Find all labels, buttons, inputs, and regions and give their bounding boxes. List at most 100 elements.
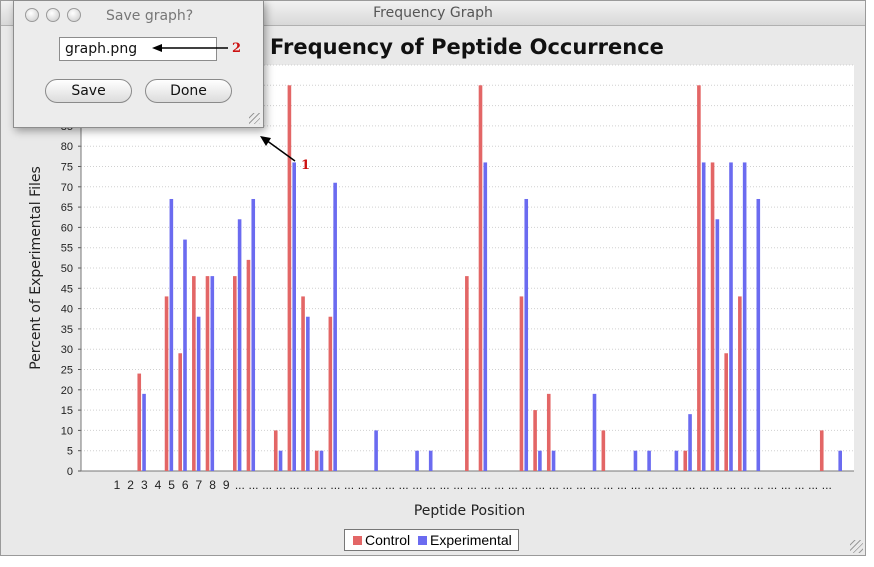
x-tick-label: ... — [672, 478, 682, 492]
annotation-label-1: 1 — [301, 158, 311, 173]
bar-control — [724, 353, 728, 471]
bar-experimental — [292, 162, 296, 471]
bar-experimental — [715, 219, 720, 471]
y-tick-label: 45 — [61, 283, 73, 295]
x-tick-label: ... — [562, 478, 572, 492]
y-tick-label: 25 — [61, 365, 73, 377]
y-tick-label: 50 — [61, 263, 73, 275]
x-axis-label: Peptide Position — [414, 503, 525, 519]
x-tick-label: ... — [576, 478, 586, 492]
bar-control — [697, 85, 701, 472]
bar-experimental — [415, 450, 419, 471]
x-tick-label: ... — [549, 478, 559, 492]
bar-control — [137, 373, 142, 471]
close-window-icon[interactable] — [25, 8, 39, 22]
x-tick-label: ... — [344, 478, 354, 492]
window-title: Frequency Graph — [373, 5, 493, 21]
x-tick-label: ... — [481, 478, 491, 492]
bar-experimental — [278, 450, 283, 471]
x-tick-label: ... — [822, 478, 832, 492]
annotation-arrow-1 — [260, 136, 296, 162]
bar-control — [246, 259, 251, 471]
x-tick-label: ... — [781, 478, 791, 492]
bar-control — [164, 296, 169, 471]
bar-control — [533, 410, 537, 471]
x-tick-label: ... — [453, 478, 463, 492]
dialog-title-bar[interactable]: Save graph? — [14, 1, 263, 31]
x-tick-label: ... — [317, 478, 327, 492]
bar-control — [192, 276, 196, 471]
x-tick-label: ... — [371, 478, 381, 492]
frequency-chart: 0510152025303540455055606570758085123456… — [28, 64, 854, 519]
y-tick-label: 0 — [67, 466, 73, 478]
minimize-window-icon[interactable] — [46, 8, 60, 22]
y-tick-label: 65 — [61, 202, 73, 214]
bar-experimental — [483, 162, 488, 471]
bar-control — [314, 450, 319, 471]
y-axis-label: Percent of Experimental Files — [28, 166, 44, 370]
legend-experimental-swatch — [418, 536, 428, 545]
bar-experimental — [142, 393, 146, 471]
done-button[interactable]: Done — [145, 79, 232, 103]
x-tick-label: ... — [644, 478, 654, 492]
bar-experimental — [592, 393, 597, 471]
x-tick-label: ... — [754, 478, 764, 492]
legend-control-swatch — [353, 536, 362, 545]
x-tick-label: ... — [494, 478, 504, 492]
x-tick-label: 8 — [209, 478, 216, 492]
y-tick-label: 15 — [61, 405, 73, 417]
save-graph-dialog: Save graph? Save Done — [13, 0, 264, 128]
bar-experimental — [524, 198, 529, 472]
x-tick-label: ... — [726, 478, 736, 492]
bar-control — [683, 450, 688, 471]
x-tick-label: ... — [658, 478, 668, 492]
x-tick-label: ... — [289, 478, 299, 492]
bar-experimental — [538, 450, 542, 471]
x-tick-label: 6 — [182, 478, 189, 492]
bar-control — [546, 393, 551, 471]
bar-experimental — [633, 450, 638, 471]
x-tick-label: 7 — [196, 478, 203, 492]
x-tick-label: ... — [521, 478, 531, 492]
bar-control — [710, 162, 715, 471]
bar-experimental — [306, 316, 310, 471]
save-button[interactable]: Save — [45, 79, 132, 103]
x-tick-label: ... — [713, 478, 723, 492]
x-tick-label: 9 — [223, 478, 230, 492]
y-tick-label: 75 — [61, 162, 73, 174]
x-tick-label: ... — [412, 478, 422, 492]
bar-control — [287, 85, 292, 472]
bar-control — [205, 276, 210, 471]
y-tick-label: 30 — [61, 344, 73, 356]
bar-experimental — [551, 450, 556, 471]
x-tick-label: ... — [262, 478, 272, 492]
x-tick-label: ... — [276, 478, 286, 492]
bar-experimental — [701, 162, 706, 471]
bar-control — [328, 316, 333, 471]
bar-experimental — [210, 276, 215, 471]
x-tick-label: ... — [808, 478, 818, 492]
x-tick-label: 3 — [141, 478, 148, 492]
window-resize-grip[interactable] — [850, 540, 863, 553]
zoom-window-icon[interactable] — [67, 8, 81, 22]
y-tick-label: 35 — [61, 324, 73, 336]
bar-control — [819, 430, 824, 471]
x-tick-label: ... — [467, 478, 477, 492]
bar-experimental — [237, 219, 242, 471]
x-tick-label: ... — [399, 478, 409, 492]
y-tick-label: 5 — [67, 446, 73, 458]
y-tick-label: 10 — [61, 425, 73, 437]
x-tick-label: ... — [535, 478, 545, 492]
filename-input[interactable] — [59, 37, 217, 61]
bar-experimental — [251, 198, 256, 472]
x-tick-label: 4 — [155, 478, 162, 492]
bar-experimental — [688, 414, 692, 471]
bar-control — [178, 353, 182, 471]
chart-legend: Control Experimental — [344, 529, 519, 551]
x-tick-label: 1 — [114, 478, 121, 492]
y-tick-label: 55 — [61, 243, 73, 255]
bar-experimental — [428, 450, 433, 471]
x-tick-label: 5 — [168, 478, 175, 492]
dialog-resize-grip[interactable] — [249, 113, 260, 124]
x-tick-label: ... — [685, 478, 695, 492]
